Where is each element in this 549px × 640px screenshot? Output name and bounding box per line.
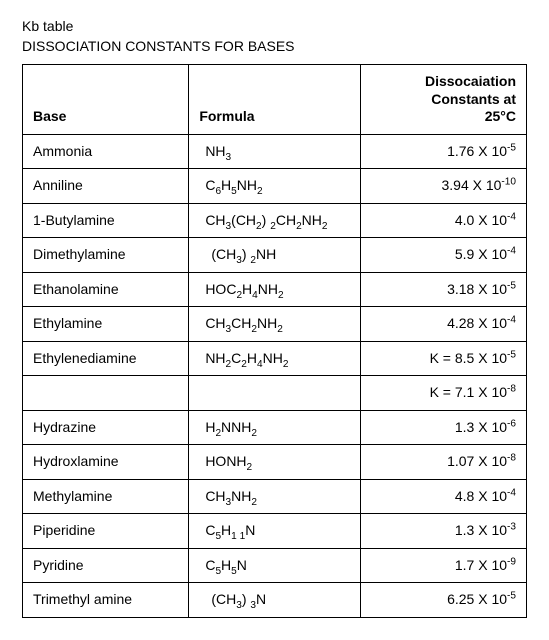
- cell-base: Methylamine: [23, 479, 189, 514]
- cell-formula: [189, 376, 360, 411]
- cell-base: Anniline: [23, 169, 189, 204]
- cell-base: Ethylenediamine: [23, 341, 189, 376]
- table-row: K = 7.1 X 10-8: [23, 376, 527, 411]
- table-row: AnnilineC6H5NH23.94 X 10-10: [23, 169, 527, 204]
- header-diss-line1: Dissocaiation: [425, 73, 516, 89]
- cell-value: 1.7 X 10-9: [360, 548, 526, 583]
- cell-formula: C5H1 1N: [189, 514, 360, 549]
- table-row: HydroxlamineHONH21.07 X 10-8: [23, 445, 527, 480]
- cell-base: Dimethylamine: [23, 238, 189, 273]
- cell-base: Piperidine: [23, 514, 189, 549]
- header-diss-line2: Constants at: [431, 91, 516, 107]
- cell-value: 5.9 X 10-4: [360, 238, 526, 273]
- table-row: EthylamineCH3CH2NH24.28 X 10-4: [23, 307, 527, 342]
- cell-base: [23, 376, 189, 411]
- header-formula: Formula: [189, 65, 360, 135]
- cell-value: 1.3 X 10-3: [360, 514, 526, 549]
- table-row: PiperidineC5H1 1N1.3 X 10-3: [23, 514, 527, 549]
- cell-value: 4.28 X 10-4: [360, 307, 526, 342]
- header-dissociation: Dissocaiation Constants at 25°C: [360, 65, 526, 135]
- cell-base: Ethanolamine: [23, 272, 189, 307]
- table-row: PyridineC5H5N1.7 X 10-9: [23, 548, 527, 583]
- table-body: AmmoniaNH31.76 X 10-5AnnilineC6H5NH23.94…: [23, 134, 527, 617]
- cell-formula: CH3(CH2) 2CH2NH2: [189, 203, 360, 238]
- cell-base: 1-Butylamine: [23, 203, 189, 238]
- cell-base: Pyridine: [23, 548, 189, 583]
- table-row: Trimethyl amine(CH3) 3N6.25 X 10-5: [23, 583, 527, 618]
- cell-value: K = 7.1 X 10-8: [360, 376, 526, 411]
- cell-base: Ethylamine: [23, 307, 189, 342]
- cell-value: 1.3 X 10-6: [360, 410, 526, 445]
- table-row: AmmoniaNH31.76 X 10-5: [23, 134, 527, 169]
- cell-base: Trimethyl amine: [23, 583, 189, 618]
- page: Kb table DISSOCIATION CONSTANTS FOR BASE…: [0, 0, 549, 640]
- cell-value: 1.07 X 10-8: [360, 445, 526, 480]
- title-kb: Kb table: [22, 18, 527, 34]
- table-row: 1-ButylamineCH3(CH2) 2CH2NH24.0 X 10-4: [23, 203, 527, 238]
- cell-value: 3.94 X 10-10: [360, 169, 526, 204]
- cell-formula: HONH2: [189, 445, 360, 480]
- table-row: EthylenediamineNH2C2H4NH2K = 8.5 X 10-5: [23, 341, 527, 376]
- header-row: Base Formula Dissocaiation Constants at …: [23, 65, 527, 135]
- cell-base: Hydroxlamine: [23, 445, 189, 480]
- cell-value: K = 8.5 X 10-5: [360, 341, 526, 376]
- table-row: MethylamineCH3NH24.8 X 10-4: [23, 479, 527, 514]
- cell-formula: (CH3) 3N: [189, 583, 360, 618]
- cell-value: 3.18 X 10-5: [360, 272, 526, 307]
- cell-formula: H2NNH2: [189, 410, 360, 445]
- table-row: HydrazineH2NNH21.3 X 10-6: [23, 410, 527, 445]
- table-row: Dimethylamine(CH3) 2NH5.9 X 10-4: [23, 238, 527, 273]
- cell-formula: CH3NH2: [189, 479, 360, 514]
- cell-formula: NH2C2H4NH2: [189, 341, 360, 376]
- cell-base: Ammonia: [23, 134, 189, 169]
- cell-value: 6.25 X 10-5: [360, 583, 526, 618]
- cell-formula: C5H5N: [189, 548, 360, 583]
- kb-table: Base Formula Dissocaiation Constants at …: [22, 64, 527, 618]
- header-diss-line3: 25°C: [485, 108, 516, 124]
- header-base: Base: [23, 65, 189, 135]
- cell-formula: (CH3) 2NH: [189, 238, 360, 273]
- table-row: EthanolamineHOC2H4NH23.18 X 10-5: [23, 272, 527, 307]
- title-dissociation: DISSOCIATION CONSTANTS FOR BASES: [22, 38, 527, 54]
- cell-formula: C6H5NH2: [189, 169, 360, 204]
- cell-formula: HOC2H4NH2: [189, 272, 360, 307]
- cell-formula: CH3CH2NH2: [189, 307, 360, 342]
- cell-value: 4.0 X 10-4: [360, 203, 526, 238]
- cell-base: Hydrazine: [23, 410, 189, 445]
- cell-value: 1.76 X 10-5: [360, 134, 526, 169]
- cell-value: 4.8 X 10-4: [360, 479, 526, 514]
- cell-formula: NH3: [189, 134, 360, 169]
